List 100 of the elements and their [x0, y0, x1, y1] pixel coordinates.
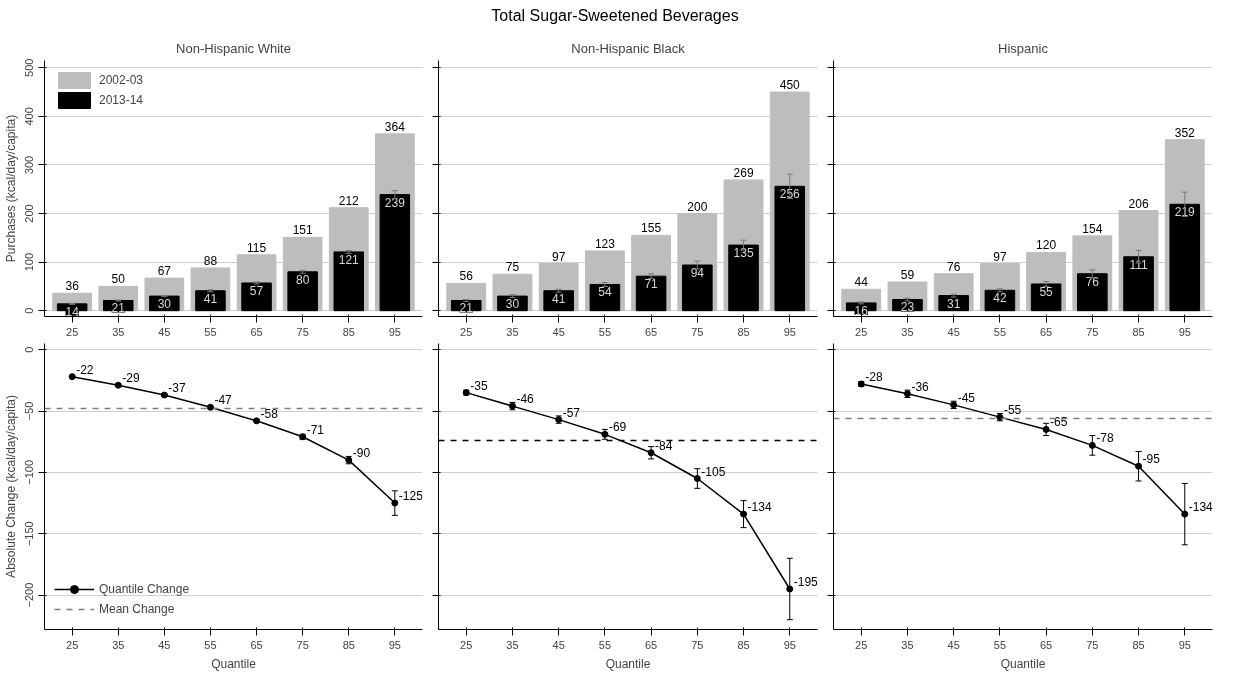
x-tick-label: 45 — [552, 638, 565, 651]
data-label: 88 — [203, 253, 218, 268]
x-tick-label: 35 — [506, 325, 519, 338]
x-tick-label: 35 — [112, 638, 125, 651]
data-label: -95 — [1142, 452, 1161, 467]
data-label: 219 — [1174, 205, 1196, 220]
x-tick-label: 65 — [1039, 325, 1053, 338]
data-label: 352 — [1174, 125, 1196, 140]
data-label: 57 — [249, 283, 264, 298]
data-label: -84 — [655, 438, 673, 453]
x-tick-label: 35 — [901, 638, 914, 651]
legend-label: Quantile Change — [99, 581, 190, 596]
data-label: -37 — [168, 380, 187, 395]
data-label: 155 — [641, 221, 662, 236]
data-label: 97 — [993, 249, 1007, 264]
data-label: 59 — [900, 267, 915, 282]
y-tick-label: −200 — [23, 582, 36, 608]
x-tick-label: 55 — [204, 638, 217, 651]
y-tick-label: 300 — [23, 155, 36, 174]
x-tick-label: 85 — [1132, 638, 1145, 651]
x-tick-label: 45 — [947, 325, 960, 338]
text: Total Sugar-Sweetened Beverages — [491, 6, 739, 26]
data-label: 71 — [644, 277, 659, 292]
x-axis-title: Quantile — [1000, 656, 1046, 671]
y-tick-label: 500 — [23, 58, 36, 77]
x-tick-label: 75 — [1086, 638, 1099, 651]
data-label: -58 — [260, 406, 279, 421]
x-tick-label: 75 — [691, 638, 704, 651]
data-label: 123 — [594, 236, 616, 251]
x-tick-label: 35 — [112, 325, 125, 338]
data-label: -22 — [76, 362, 94, 377]
data-label: -47 — [214, 393, 233, 408]
data-label: 55 — [1039, 284, 1054, 299]
data-label: -36 — [911, 379, 930, 394]
y-tick-label: −100 — [23, 459, 36, 485]
data-label: -28 — [865, 369, 883, 384]
x-axis-title: Quantile — [211, 656, 257, 671]
data-label: 75 — [505, 260, 520, 275]
data-label: -105 — [701, 464, 726, 479]
data-label: 269 — [733, 165, 754, 180]
x-tick-label: 95 — [1178, 638, 1191, 651]
x-tick-label: 95 — [783, 638, 796, 651]
x-tick-label: 55 — [598, 638, 612, 651]
x-tick-label: 25 — [460, 638, 473, 651]
data-label: 97 — [552, 249, 566, 264]
x-tick-label: 25 — [460, 325, 473, 338]
data-label: -134 — [1188, 499, 1214, 514]
data-label: -69 — [608, 420, 627, 435]
data-label: 54 — [598, 285, 612, 300]
data-label: 50 — [111, 272, 126, 287]
data-label: -55 — [1003, 402, 1022, 417]
data-label: 36 — [65, 279, 80, 294]
data-label: 31 — [947, 296, 961, 311]
data-label: 30 — [157, 296, 172, 311]
y-tick-label: −150 — [23, 521, 36, 546]
data-label: -71 — [306, 422, 325, 437]
x-tick-label: 85 — [342, 638, 355, 651]
data-label: 151 — [292, 223, 313, 238]
x-axis-title: Quantile — [605, 656, 651, 671]
y-tick-label: 0 — [23, 307, 36, 314]
x-tick-label: 45 — [552, 325, 565, 338]
x-tick-label: 55 — [598, 325, 612, 338]
data-label: 21 — [111, 301, 126, 316]
legend-label: 2002-03 — [99, 72, 144, 87]
data-label: 42 — [993, 291, 1007, 306]
data-label: -90 — [352, 445, 371, 460]
x-tick-label: 75 — [296, 325, 309, 338]
data-label: 111 — [1129, 257, 1148, 272]
x-tick-label: 95 — [783, 325, 796, 338]
data-label: 76 — [1085, 274, 1100, 289]
chart-title: Hispanic — [998, 40, 1049, 56]
data-label: 120 — [1036, 238, 1057, 253]
x-tick-label: 35 — [506, 638, 519, 651]
x-tick-label: 95 — [388, 325, 401, 338]
x-tick-label: 45 — [947, 638, 960, 651]
x-tick-label: 55 — [993, 325, 1007, 338]
data-label: -29 — [122, 371, 140, 386]
data-label: 206 — [1128, 196, 1149, 211]
x-tick-label: 25 — [855, 638, 868, 651]
data-label: -134 — [747, 499, 772, 514]
x-tick-label: 75 — [691, 325, 704, 338]
data-label: 256 — [779, 187, 801, 202]
data-label: 44 — [854, 275, 869, 290]
x-tick-label: 65 — [644, 325, 658, 338]
data-label: 80 — [295, 272, 310, 287]
x-tick-label: 65 — [250, 325, 263, 338]
data-label: 16 — [854, 303, 869, 318]
chart-title: Non-Hispanic Black — [571, 40, 686, 56]
x-tick-label: 65 — [250, 638, 263, 651]
x-tick-label: 45 — [158, 638, 171, 651]
data-label: -57 — [562, 405, 581, 420]
x-tick-label: 45 — [158, 325, 171, 338]
y-axis-title: Purchases (kcal/day/capita) — [3, 114, 18, 263]
chart-title: Non-Hispanic White — [176, 40, 291, 56]
data-label: 56 — [459, 269, 474, 284]
x-tick-label: 35 — [901, 325, 914, 338]
data-label: 364 — [384, 119, 406, 134]
data-label: -125 — [398, 488, 424, 503]
x-tick-label: 25 — [66, 325, 79, 338]
data-label: -35 — [470, 378, 488, 393]
